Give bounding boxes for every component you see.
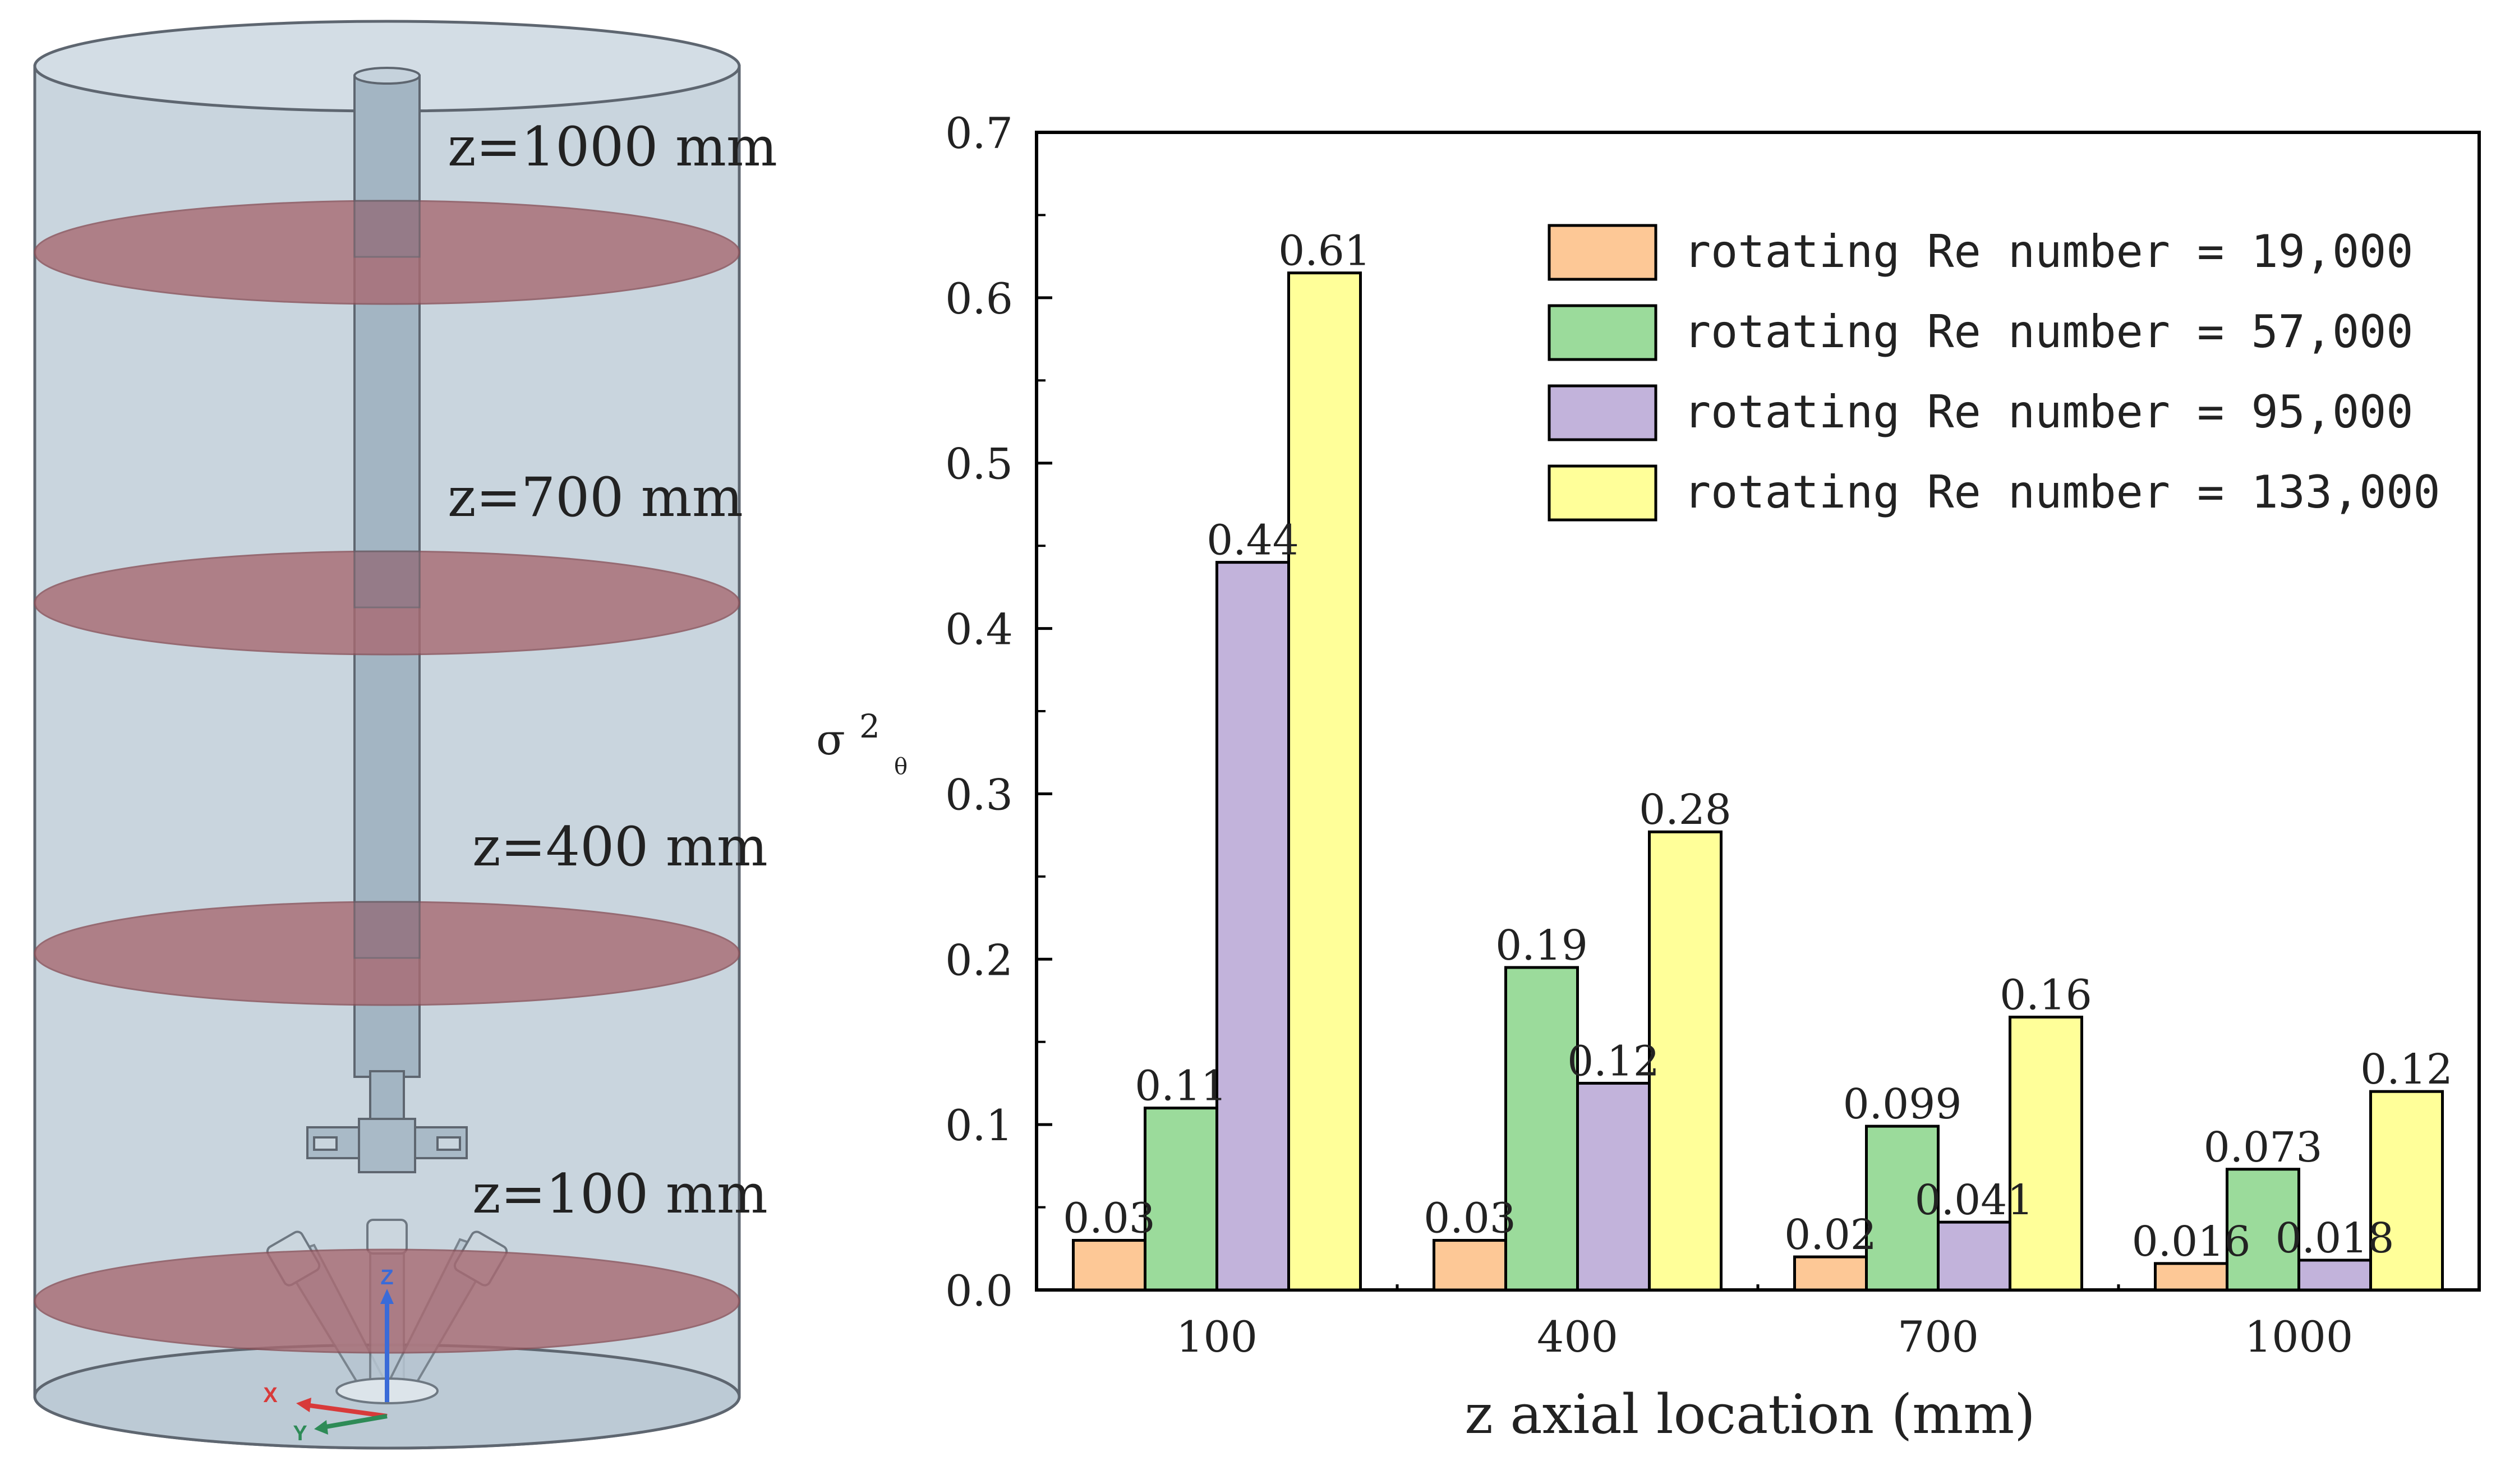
bar-chart: 0.0 0.1 0.2 0.3 0.4 0.5 0.6 0.7 100 400 700 1000 0… <box>816 108 2481 1446</box>
bar-value-label: 0.12 <box>1567 1037 1660 1085</box>
y-tick-label: 0.0 <box>945 1266 1013 1316</box>
x-tick-label: 1000 <box>2245 1312 2353 1362</box>
bar <box>2297 1259 2372 1292</box>
bar-value-labels: 0.03 0.11 0.44 0.61 0.03 0.19 0.12 0.28 0.02 0.09… <box>1063 227 2453 1266</box>
x-axis-title: z axial location (mm) <box>1465 1383 2036 1446</box>
tank-diagram: Z X Y z=1000 mm z=700 mm z=400 mm z=100 … <box>33 20 777 1450</box>
bar-value-label: 0.19 <box>1495 921 1588 970</box>
bar-value-label: 0.016 <box>2132 1218 2251 1266</box>
y-tick-label: 0.1 <box>945 1100 1013 1150</box>
y-tick-label: 0.4 <box>945 605 1013 655</box>
legend-label: rotating Re number = 19,000 <box>1684 225 2413 278</box>
axis-z-label: Z <box>380 1266 393 1289</box>
bars <box>1072 271 2444 1292</box>
legend-label: rotating Re number = 57,000 <box>1684 306 2413 358</box>
x-tick-label: 100 <box>1176 1312 1258 1362</box>
bar <box>1287 271 1362 1292</box>
x-axis: 100 400 700 1000 <box>1176 1284 2353 1362</box>
plane-label-z400: z=400 mm <box>472 815 768 878</box>
bar <box>1504 966 1579 1292</box>
bar <box>1648 830 1723 1292</box>
y-tick-label: 0.5 <box>945 439 1013 489</box>
shaft-lower <box>369 1070 405 1123</box>
legend-label: rotating Re number = 133,000 <box>1684 466 2440 518</box>
bar <box>1937 1220 2011 1292</box>
bar-value-label: 0.018 <box>2276 1214 2394 1262</box>
y-axis-title: σ 2 θ <box>816 707 908 780</box>
bar <box>1576 1081 1651 1292</box>
coordinate-axes: Z X Y <box>263 1266 394 1445</box>
bar-value-label: 0.073 <box>2204 1123 2323 1172</box>
plane-label-z700: z=700 mm <box>448 466 743 529</box>
legend-swatch <box>1548 464 1657 522</box>
bar <box>1144 1107 1218 1292</box>
legend-swatch <box>1548 384 1657 441</box>
bar <box>2226 1168 2300 1292</box>
bar-value-label: 0.61 <box>1278 227 1371 275</box>
legend: rotating Re number = 19,000 rotating Re n… <box>1548 224 2440 522</box>
impeller <box>306 1118 468 1173</box>
bar <box>1215 561 1290 1292</box>
bar-value-label: 0.02 <box>1784 1211 1877 1259</box>
axis-x-arrow <box>305 1403 388 1418</box>
bar <box>1433 1239 1507 1292</box>
bar <box>1072 1239 1146 1292</box>
y-tick-label: 0.2 <box>945 935 1013 985</box>
y-tick-label: 0.6 <box>945 274 1013 324</box>
plane-labels: z=1000 mm z=700 mm z=400 mm z=100 mm <box>448 116 777 1225</box>
y-axis-title-superscript: 2 <box>859 707 880 745</box>
bar-value-label: 0.03 <box>1063 1195 1155 1243</box>
axis-y-arrow <box>322 1414 388 1430</box>
bar-value-label: 0.11 <box>1135 1062 1227 1110</box>
legend-label: rotating Re number = 95,000 <box>1684 386 2413 438</box>
x-tick-label: 700 <box>1898 1312 1979 1362</box>
bar <box>2009 1015 2083 1292</box>
bar <box>1865 1124 1940 1292</box>
y-tick-label: 0.3 <box>945 769 1013 819</box>
bar <box>2154 1262 2228 1292</box>
y-axis-title-symbol: σ <box>816 715 845 764</box>
bar-value-label: 0.44 <box>1206 517 1299 565</box>
x-tick-label: 400 <box>1537 1312 1618 1362</box>
y-axis: 0.0 0.1 0.2 0.3 0.4 0.5 0.6 0.7 <box>945 108 1052 1316</box>
y-tick-label: 0.7 <box>945 108 1013 158</box>
bar-value-label: 0.28 <box>1639 786 1731 834</box>
bar <box>2369 1090 2444 1292</box>
bar-value-label: 0.099 <box>1843 1080 1962 1128</box>
y-axis-title-subscript: θ <box>894 754 908 780</box>
plane-label-z100: z=100 mm <box>472 1163 768 1225</box>
legend-swatch <box>1548 304 1657 361</box>
plane-label-z1000: z=1000 mm <box>448 116 777 178</box>
legend-swatch <box>1548 224 1657 281</box>
bar-value-label: 0.03 <box>1424 1195 1516 1243</box>
bar-value-label: 0.041 <box>1915 1176 2034 1224</box>
bar-value-label: 0.16 <box>2000 971 2092 1019</box>
axis-y-label: Y <box>293 1422 307 1445</box>
bar-value-label: 0.12 <box>2360 1045 2453 1094</box>
axis-x-label: X <box>263 1384 278 1407</box>
shaft-top <box>353 67 421 85</box>
bar <box>1793 1255 1868 1292</box>
